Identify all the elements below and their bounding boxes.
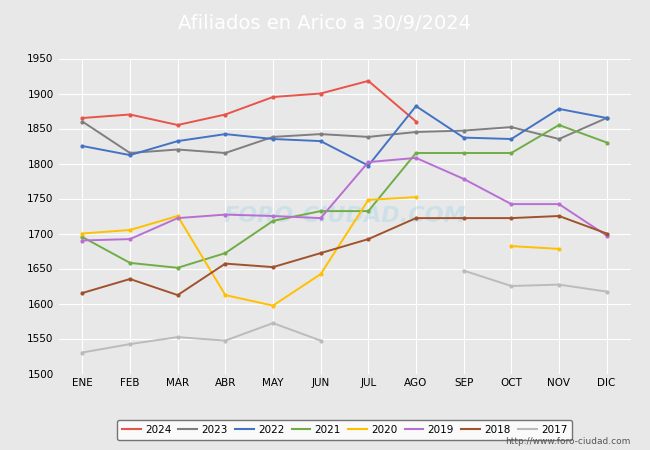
2019 <box>126 236 134 242</box>
2022 <box>508 136 515 142</box>
2021 <box>174 265 181 270</box>
2023 <box>603 115 610 121</box>
2021 <box>126 260 134 265</box>
2019 <box>555 202 563 207</box>
Line: 2023: 2023 <box>81 117 608 154</box>
2022 <box>222 131 229 137</box>
2018 <box>79 290 86 296</box>
2019 <box>365 159 372 165</box>
Text: http://www.foro-ciudad.com: http://www.foro-ciudad.com <box>505 436 630 446</box>
2017 <box>317 338 324 343</box>
2020 <box>174 213 181 219</box>
2021 <box>555 122 563 128</box>
2021 <box>365 208 372 214</box>
2018 <box>412 216 420 221</box>
Line: 2024: 2024 <box>81 80 417 126</box>
2021 <box>269 218 277 224</box>
2024 <box>126 112 134 117</box>
2024 <box>412 119 420 124</box>
2024 <box>317 91 324 96</box>
2022 <box>126 153 134 158</box>
2021 <box>412 150 420 156</box>
2017 <box>174 334 181 340</box>
2021 <box>460 150 467 156</box>
2024 <box>365 78 372 84</box>
2024 <box>269 94 277 100</box>
2018 <box>126 276 134 282</box>
2021 <box>603 140 610 145</box>
2019 <box>508 202 515 207</box>
2020 <box>222 292 229 298</box>
2023 <box>508 124 515 130</box>
2022 <box>365 163 372 168</box>
2023 <box>317 131 324 137</box>
2018 <box>222 261 229 266</box>
2024 <box>174 122 181 128</box>
2022 <box>555 106 563 112</box>
2023 <box>79 119 86 124</box>
2020 <box>126 227 134 233</box>
2020 <box>412 194 420 200</box>
2018 <box>317 250 324 256</box>
2022 <box>269 136 277 142</box>
2017 <box>79 350 86 355</box>
2022 <box>412 104 420 109</box>
2020 <box>365 197 372 202</box>
2018 <box>603 231 610 236</box>
2022 <box>174 139 181 144</box>
2018 <box>365 236 372 242</box>
Line: 2021: 2021 <box>81 124 608 269</box>
Legend: 2024, 2023, 2022, 2021, 2020, 2019, 2018, 2017: 2024, 2023, 2022, 2021, 2020, 2019, 2018… <box>116 420 573 440</box>
2018 <box>174 292 181 298</box>
Line: 2018: 2018 <box>81 215 608 297</box>
2023 <box>365 134 372 140</box>
2019 <box>269 213 277 219</box>
2023 <box>269 134 277 140</box>
2021 <box>79 234 86 240</box>
2019 <box>317 216 324 221</box>
2017 <box>126 342 134 347</box>
2021 <box>222 250 229 256</box>
2020 <box>269 303 277 308</box>
2019 <box>222 212 229 217</box>
Line: 2019: 2019 <box>81 157 608 242</box>
Line: 2022: 2022 <box>81 105 608 167</box>
Text: Afiliados en Arico a 30/9/2024: Afiliados en Arico a 30/9/2024 <box>179 14 471 33</box>
2022 <box>460 135 467 140</box>
2018 <box>508 216 515 221</box>
2022 <box>317 139 324 144</box>
2018 <box>269 265 277 270</box>
Line: 2020: 2020 <box>81 196 417 307</box>
2018 <box>555 213 563 219</box>
2019 <box>460 176 467 182</box>
Line: 2017: 2017 <box>81 322 322 354</box>
2023 <box>222 150 229 156</box>
2017 <box>269 320 277 326</box>
2021 <box>508 150 515 156</box>
2019 <box>603 233 610 238</box>
2022 <box>79 143 86 148</box>
2019 <box>79 238 86 243</box>
2019 <box>412 155 420 161</box>
2021 <box>317 208 324 214</box>
2024 <box>79 115 86 121</box>
Text: FORO-CIUDAD.COM: FORO-CIUDAD.COM <box>223 206 466 226</box>
2023 <box>412 129 420 135</box>
2023 <box>460 128 467 133</box>
2023 <box>126 150 134 156</box>
2020 <box>317 271 324 277</box>
2023 <box>174 147 181 152</box>
2018 <box>460 216 467 221</box>
2023 <box>555 136 563 142</box>
2019 <box>174 216 181 221</box>
2017 <box>222 338 229 343</box>
2022 <box>603 115 610 121</box>
2020 <box>79 231 86 236</box>
2024 <box>222 112 229 117</box>
